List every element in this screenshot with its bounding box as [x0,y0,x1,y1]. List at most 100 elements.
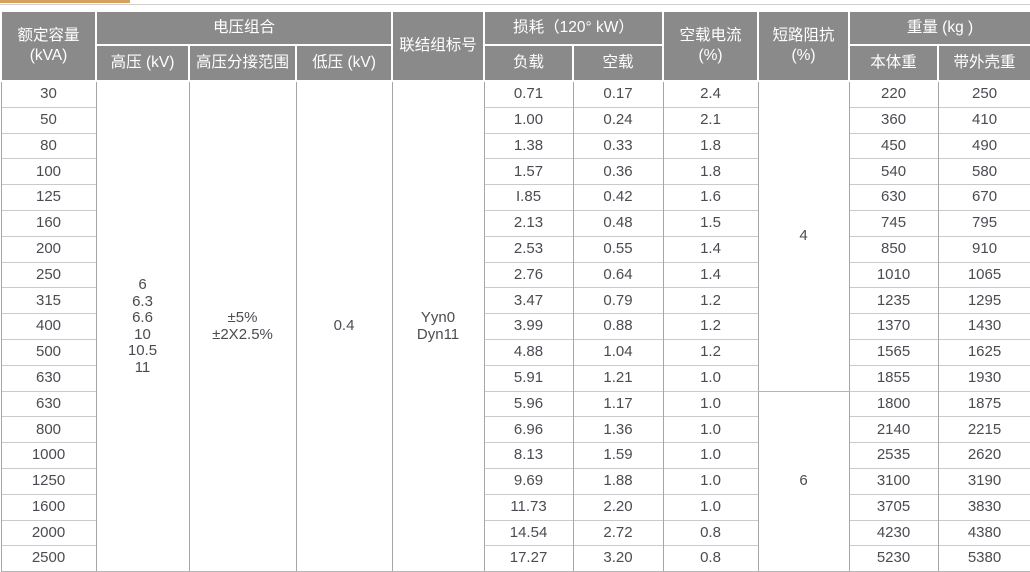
load-loss-cell: 5.91 [483,364,574,392]
col-header-impedance: 短路阻抗 (%) [757,10,851,82]
body-weight-cell: 2140 [848,416,939,443]
no-load-current-cell: 1.0 [662,390,759,417]
rated-capacity-cell: 100 [0,158,97,185]
rated-capacity-cell: 50 [0,106,97,134]
rated-capacity-cell: 630 [0,364,97,392]
rated-capacity-cell: 1600 [0,493,97,521]
col-group-weight: 重量 (kg ) [848,10,1030,46]
col-header-hv: 高压 (kV) [95,44,190,82]
no-load-current-cell: 1.4 [662,261,759,288]
cropped-element-strip [0,0,130,3]
no-load-current-cell: 1.0 [662,493,759,521]
no-load-loss-cell: 0.17 [572,81,664,108]
no-load-current-cell: 0.8 [662,545,759,572]
load-loss-cell: 1.00 [483,106,574,134]
load-loss-cell: 14.54 [483,519,574,546]
shell-weight-cell: 3830 [937,493,1030,521]
no-load-current-cell: 1.5 [662,209,759,237]
no-load-current-cell: 1.0 [662,364,759,392]
no-load-loss-cell: 1.36 [572,416,664,443]
table-row: 50 1.00 0.24 2.1 360 410 [0,106,1030,134]
body-weight-cell: 1855 [848,364,939,392]
body-weight-cell: 5230 [848,545,939,572]
table-row: 315 3.47 0.79 1.2 1235 1295 [0,287,1030,314]
hv-tap-range-cell: ±5% ±2X2.5% [188,81,297,572]
rated-capacity-cell: 400 [0,313,97,340]
load-loss-cell: 5.96 [483,390,574,417]
shell-weight-cell: 1875 [937,390,1030,417]
body-weight-cell: 1235 [848,287,939,314]
table-row: 80 1.38 0.33 1.8 450 490 [0,132,1030,159]
col-header-no-load-current: 空载电流 (%) [662,10,760,82]
no-load-loss-cell: 0.33 [572,132,664,159]
shell-weight-cell: 4380 [937,519,1030,546]
load-loss-cell: 4.88 [483,338,574,366]
load-loss-cell: 3.99 [483,313,574,340]
rated-capacity-cell: 80 [0,132,97,159]
transformer-spec-table: 额定容量 (kVA) 电压组合 联结组标号 损耗（120° kW） 空载电流 (… [0,10,1030,572]
load-loss-cell: 1.57 [483,158,574,185]
shell-weight-cell: 250 [937,81,1030,108]
body-weight-cell: 745 [848,209,939,237]
shell-weight-cell: 1930 [937,364,1030,392]
load-loss-cell: I.85 [483,184,574,211]
table-body: 30 6 6.3 6.6 10 10.5 11 ±5% ±2X2.5% 0.4 Yyn0 Dyn11 0… [0,81,1030,572]
load-loss-cell: 2.53 [483,235,574,263]
no-load-current-label-line2: (%) [698,47,723,64]
shell-weight-cell: 410 [937,106,1030,134]
col-header-vector-group: 联结组标号 [391,10,486,82]
no-load-current-label-line1: 空载电流 [679,26,742,44]
shell-weight-cell: 5380 [937,545,1030,572]
body-weight-cell: 630 [848,184,939,211]
no-load-loss-cell: 1.17 [572,390,664,417]
no-load-loss-cell: 0.36 [572,158,664,185]
body-weight-cell: 540 [848,158,939,185]
body-weight-cell: 1010 [848,261,939,288]
top-divider-rule [0,4,1030,5]
table-row: 100 1.57 0.36 1.8 540 580 [0,158,1030,185]
table-header: 额定容量 (kVA) 电压组合 联结组标号 损耗（120° kW） 空载电流 (… [0,10,1030,82]
table-row: 1600 11.73 2.20 1.0 3705 3830 [0,493,1030,521]
no-load-current-cell: 1.2 [662,338,759,366]
table-row: 250 2.76 0.64 1.4 1010 1065 [0,261,1030,288]
table-row: 30 6 6.3 6.6 10 10.5 11 ±5% ±2X2.5% 0.4 Yyn0 Dyn11 0… [0,81,1030,572]
impedance-label-line1: 短路阻抗 [772,26,835,44]
table-row: 800 6.96 1.36 1.0 2140 2215 [0,416,1030,443]
shell-weight-cell: 1625 [937,338,1030,366]
table-row: 125 I.85 0.42 1.6 630 670 [0,184,1030,211]
shell-weight-cell: 580 [937,158,1030,185]
body-weight-cell: 4230 [848,519,939,546]
table-row: 500 4.88 1.04 1.2 1565 1625 [0,338,1030,366]
shell-weight-cell: 490 [937,132,1030,159]
table-row: 1000 8.13 1.59 1.0 2535 2620 [0,442,1030,469]
no-load-current-cell: 2.4 [662,81,759,108]
header-row-2: 高压 (kV) 高压分接范围 低压 (kV) 负载 空载 本体重 带外壳重 [1,44,1030,82]
rated-capacity-cell: 30 [0,81,97,108]
rated-capacity-cell: 1000 [0,442,97,469]
no-load-current-cell: 1.8 [662,132,759,159]
table-row: 200 2.53 0.55 1.4 850 910 [0,235,1030,263]
no-load-loss-cell: 1.88 [572,467,664,495]
body-weight-cell: 1370 [848,313,939,340]
rated-capacity-cell: 500 [0,338,97,366]
no-load-current-cell: 0.8 [662,519,759,546]
body-weight-cell: 1800 [848,390,939,417]
no-load-current-cell: 1.4 [662,235,759,263]
no-load-loss-cell: 0.64 [572,261,664,288]
rated-capacity-cell: 250 [0,261,97,288]
shell-weight-cell: 910 [937,235,1030,263]
no-load-loss-cell: 1.21 [572,364,664,392]
body-weight-cell: 220 [848,81,939,108]
vector-group-cell: Yyn0 Dyn11 [391,81,485,572]
col-group-losses: 损耗（120° kW） [483,10,665,46]
rated-capacity-cell: 1250 [0,467,97,495]
col-header-no-load-loss: 空载 [572,44,665,82]
table-row: 160 2.13 0.48 1.5 745 795 [0,209,1030,237]
no-load-loss-cell: 2.72 [572,519,664,546]
no-load-current-cell: 1.8 [662,158,759,185]
no-load-current-cell: 1.0 [662,416,759,443]
col-header-body-weight: 本体重 [848,44,940,82]
rated-capacity-cell: 2000 [0,519,97,546]
rated-capacity-cell: 315 [0,287,97,314]
load-loss-cell: 1.38 [483,132,574,159]
